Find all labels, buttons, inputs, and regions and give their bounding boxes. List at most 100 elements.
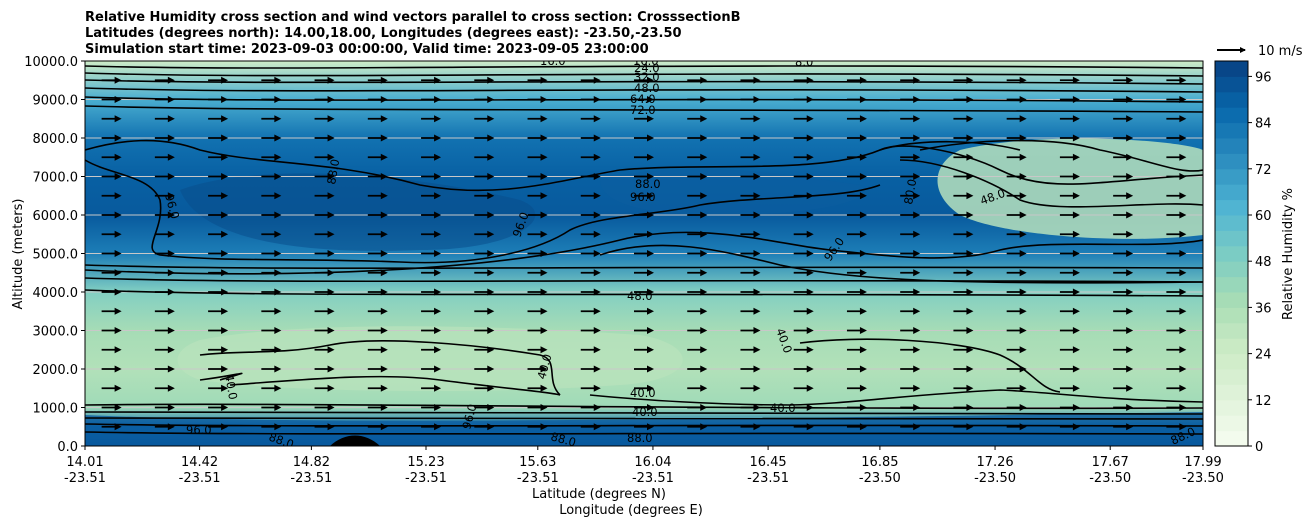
wind-arrow-head [1019, 365, 1027, 373]
wind-arrow-head [167, 115, 175, 123]
contour-label: 88.0 [549, 429, 577, 449]
wind-arrow-head [859, 404, 867, 411]
wind-arrow-head [593, 404, 601, 411]
wind-arrow-head [966, 269, 974, 277]
wind-arrow-head [700, 96, 708, 103]
contour-label: 80.0 [901, 178, 919, 206]
wind-vectors [101, 76, 1187, 431]
wind-arrow-head [1019, 250, 1027, 257]
chart-title-line-2: Latitudes (degrees north): 14.00,18.00, … [85, 26, 682, 41]
wind-arrow-head [647, 230, 654, 238]
wind-arrow-head [593, 269, 601, 277]
wind-arrow-head [859, 423, 867, 431]
x-tick-longitude: -23.51 [632, 471, 674, 486]
wind-arrow-head [806, 288, 814, 296]
contour-label: 40.0 [222, 373, 240, 401]
wind-arrow-head [966, 230, 974, 238]
wind-arrow-head [806, 153, 814, 161]
wind-arrow-head [1179, 230, 1187, 238]
wind-arrow-head [1019, 173, 1027, 180]
wind-arrow-head [913, 404, 921, 411]
wind-arrow-head [913, 365, 921, 373]
wind-arrow-head [700, 192, 708, 200]
x-tick-longitude: -23.51 [64, 471, 106, 486]
wind-arrow-head [114, 76, 122, 84]
wind-arrow-head [540, 404, 548, 411]
wind-arrow-head [859, 288, 867, 296]
wind-arrow-head [753, 327, 761, 334]
x-tick-latitude: 17.99 [1184, 455, 1221, 470]
wind-arrow-head [1126, 192, 1134, 200]
wind-arrow-head [434, 76, 442, 84]
wind-arrow-head [859, 211, 867, 219]
wind-arrow-head [221, 346, 229, 354]
wind-arrow-head [487, 211, 495, 219]
wind-arrow-head [859, 96, 867, 103]
wind-arrow-head [487, 230, 495, 238]
wind-arrow-head [380, 269, 388, 277]
wind-arrow-head [647, 96, 654, 103]
wind-arrow-head [966, 192, 974, 200]
wind-arrow-head [647, 423, 654, 431]
wind-arrow-head [380, 96, 388, 103]
wind-arrow-head [167, 230, 175, 238]
wind-arrow-head [1019, 346, 1027, 354]
chart-title-line-3: Simulation start time: 2023-09-03 00:00:… [85, 42, 649, 57]
wind-arrow-head [913, 288, 921, 296]
wind-arrow-head [1072, 365, 1080, 373]
wind-arrow-head [1126, 288, 1134, 296]
wind-arrow-head [274, 327, 282, 334]
wind-arrow-head [647, 173, 654, 180]
wind-arrow-head [1072, 230, 1080, 238]
wind-arrow-head [434, 404, 442, 411]
x-tick-longitude: -23.50 [1089, 471, 1131, 486]
wind-arrow-head [753, 173, 761, 180]
colorbar-tick-label: 48 [1255, 255, 1272, 270]
wind-arrow-head [487, 404, 495, 411]
x-tick-longitude: -23.51 [405, 471, 447, 486]
wind-arrow-head [274, 230, 282, 238]
colorbar-frame [1214, 60, 1249, 447]
wind-arrow-head [540, 211, 548, 219]
wind-arrow-head [1019, 327, 1027, 334]
colorbar-tick-label: 12 [1255, 394, 1272, 409]
x-axis: 14.01-23.5114.42-23.5114.82-23.5115.23-2… [64, 446, 1224, 486]
wind-arrow-head [1072, 404, 1080, 411]
wind-arrow-head [806, 134, 814, 142]
y-tick-label: 8000.0 [33, 132, 79, 147]
wind-arrow-head [700, 76, 708, 84]
wind-arrow-head [221, 115, 229, 123]
wind-arrow-head [1072, 346, 1080, 354]
wind-arrow-head [1179, 153, 1187, 161]
colorbar-tick-label: 72 [1255, 163, 1272, 178]
wind-arrow-head [913, 327, 921, 334]
wind-arrow-head [434, 307, 442, 315]
wind-arrow-head [167, 192, 175, 200]
wind-arrow-head [593, 134, 601, 142]
wind-arrow-head [966, 115, 974, 123]
wind-arrow-head [647, 76, 654, 84]
wind-arrow-head [913, 153, 921, 161]
wind-arrow-head [966, 134, 974, 142]
colorbar-segment [1215, 230, 1248, 247]
wind-arrow-head [221, 365, 229, 373]
colorbar-segment [1215, 261, 1248, 278]
contour-label: 48.0 [634, 81, 660, 95]
wind-arrow-head [1072, 153, 1080, 161]
wind-arrow-head [859, 115, 867, 123]
wind-arrow-head [380, 153, 388, 161]
wind-arrow-head [753, 365, 761, 373]
wind-arrow-head [753, 384, 761, 392]
wind-arrow-head [593, 327, 601, 334]
wind-arrow-head [700, 269, 708, 277]
wind-arrow-head [1072, 173, 1080, 180]
terrain-spike [330, 435, 380, 446]
wind-arrow-head [327, 192, 335, 200]
wind-arrow-head [753, 76, 761, 84]
wind-arrow-head [1179, 327, 1187, 334]
wind-arrow-head [380, 346, 388, 354]
wind-arrow-head [221, 327, 229, 334]
y-tick-label: 10000.0 [24, 55, 78, 70]
colorbar-segment [1215, 353, 1248, 370]
wind-arrow-head [647, 153, 654, 161]
